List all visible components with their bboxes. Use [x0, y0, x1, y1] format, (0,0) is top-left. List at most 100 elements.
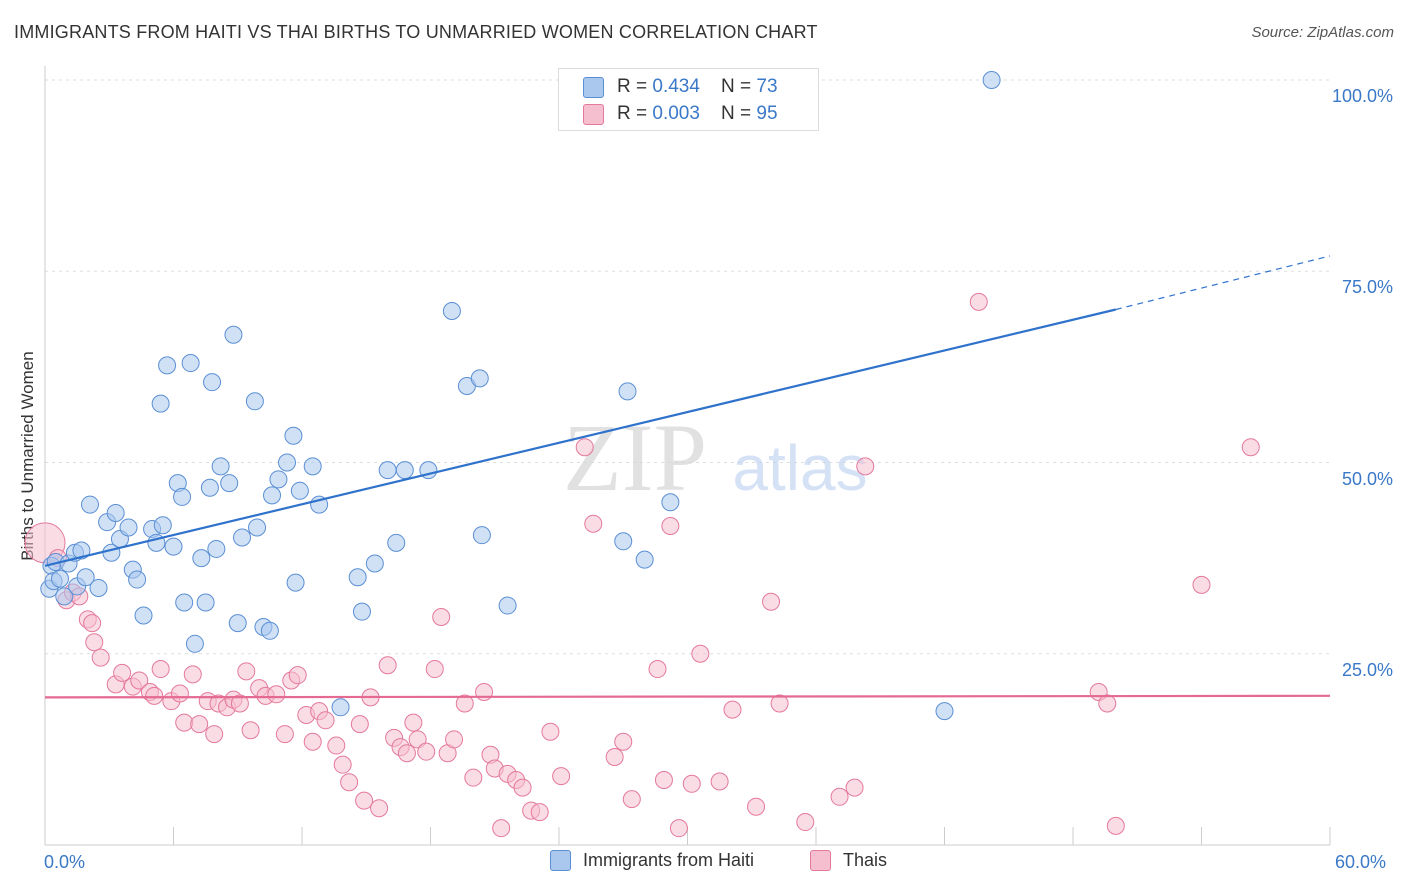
thais-point: [691, 644, 710, 663]
thais-point: [622, 790, 641, 809]
haiti-point: [982, 71, 1001, 89]
series-legend: Immigrants from Haiti Thais: [0, 850, 1406, 878]
thais-point: [1241, 438, 1260, 457]
thais-point: [1098, 694, 1117, 713]
thais-point: [205, 725, 224, 744]
haiti-point: [72, 541, 91, 560]
legend-n-value-haiti: 73: [756, 76, 778, 97]
haiti-point: [196, 593, 215, 612]
thais-point: [241, 721, 260, 740]
thais-point: [378, 656, 397, 675]
legend-swatch-thais: [810, 850, 831, 871]
thais-point: [432, 608, 451, 627]
haiti-point: [245, 392, 264, 411]
thais-point: [856, 457, 875, 476]
haiti-point: [470, 369, 489, 388]
thais-point: [350, 715, 369, 734]
thais-point: [316, 711, 335, 730]
haiti-point: [635, 550, 654, 569]
haiti-point: [472, 526, 491, 545]
haiti-point: [348, 568, 367, 587]
legend-label-thais: Thais: [843, 850, 888, 870]
haiti-point: [278, 453, 297, 472]
haiti-point: [89, 578, 108, 597]
haiti-point: [618, 382, 637, 401]
haiti-point: [395, 461, 414, 480]
haiti-point: [352, 602, 371, 621]
y-tick-label: 75.0%: [1341, 277, 1393, 298]
legend-label-haiti: Immigrants from Haiti: [583, 850, 755, 870]
haiti-point: [128, 570, 147, 589]
haiti-point: [181, 354, 200, 373]
haiti-point: [331, 698, 350, 717]
legend-n-label: N =: [721, 76, 757, 97]
thais-point: [303, 732, 322, 751]
haiti-point: [207, 539, 226, 558]
haiti-point: [50, 569, 69, 588]
haiti-point: [151, 394, 170, 413]
thais-point: [408, 730, 427, 749]
thais-point: [83, 614, 102, 633]
thais-point: [445, 730, 464, 749]
thais-point: [327, 736, 346, 755]
haiti-point: [614, 532, 633, 551]
thais-point: [275, 725, 294, 744]
x-tick-label-max: 60.0%: [1335, 852, 1387, 872]
haiti-point: [220, 474, 239, 493]
thais-point: [340, 773, 359, 792]
thais-point: [605, 748, 624, 767]
haiti-points: [40, 71, 1001, 721]
legend-n-label: N =: [721, 103, 757, 124]
thais-point: [130, 671, 149, 690]
haiti-point: [286, 573, 305, 592]
haiti-point: [935, 702, 954, 721]
haiti-point: [260, 621, 279, 640]
thais-point: [475, 683, 494, 701]
legend-n-value-thais: 95: [756, 103, 778, 124]
haiti-point: [248, 518, 267, 537]
watermark-zip: ZIP: [563, 404, 707, 511]
haiti-point: [498, 596, 517, 615]
thais-point: [417, 742, 436, 761]
thais-point: [113, 663, 132, 682]
legend-text-thais: R = 0.003 N = 95: [617, 103, 778, 125]
thais-point: [969, 292, 988, 311]
haiti-point: [211, 457, 230, 476]
legend-swatch-thais: [583, 103, 604, 125]
haiti-point: [224, 325, 243, 344]
haiti-point: [284, 426, 303, 445]
thais-point: [747, 797, 766, 816]
thais-point: [237, 662, 256, 681]
haiti-point: [175, 593, 194, 612]
haiti-point: [153, 516, 172, 535]
x-tick-label-min: 0.0%: [44, 852, 86, 872]
thais-point: [190, 715, 209, 734]
thais-point: [796, 813, 815, 832]
thais-point: [682, 774, 701, 793]
haiti-point: [228, 614, 247, 633]
grid-lines: [45, 79, 1330, 655]
thais-point: [230, 694, 249, 713]
thais-point: [584, 514, 603, 533]
watermark: ZIP atlas: [563, 404, 868, 511]
haiti-point: [303, 457, 322, 476]
thais-point: [404, 713, 423, 732]
thais-point: [464, 768, 483, 787]
haiti-trend-extension: [1115, 255, 1331, 311]
thais-point: [723, 700, 742, 719]
thais-point: [170, 684, 189, 703]
thais-point: [654, 770, 673, 789]
chart-title: IMMIGRANTS FROM HAITI VS THAI BIRTHS TO …: [14, 22, 818, 42]
thais-point: [397, 744, 416, 763]
legend-r-value-haiti: 0.434: [652, 76, 700, 97]
thais-point: [425, 660, 444, 679]
thais-point: [614, 732, 633, 751]
thais-point: [288, 666, 307, 685]
thais-point: [513, 778, 532, 797]
haiti-point: [661, 493, 680, 512]
haiti-point: [55, 587, 74, 606]
haiti-point: [158, 356, 177, 375]
legend-text-haiti: R = 0.434 N = 73: [617, 76, 778, 98]
thais-point: [1192, 575, 1211, 594]
